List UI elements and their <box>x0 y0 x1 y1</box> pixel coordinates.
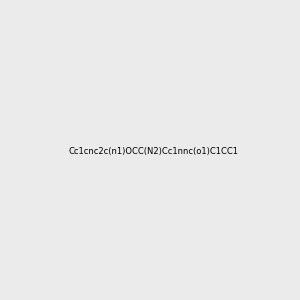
Text: Cc1cnc2c(n1)OCC(N2)Cc1nnc(o1)C1CC1: Cc1cnc2c(n1)OCC(N2)Cc1nnc(o1)C1CC1 <box>69 147 239 156</box>
